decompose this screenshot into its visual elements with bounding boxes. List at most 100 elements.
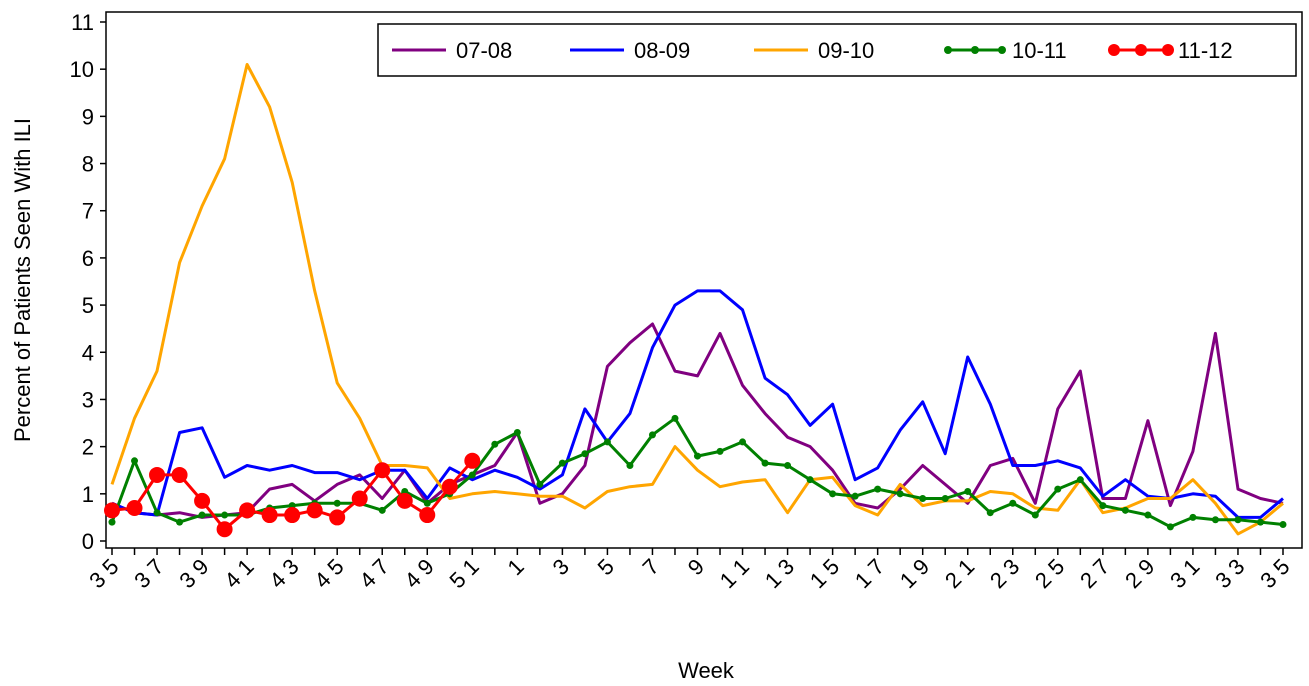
x-tick-label: 3 1 (1165, 554, 1204, 593)
x-tick-label: 3 5 (1255, 554, 1294, 593)
y-tick-label: 4 (82, 340, 94, 365)
series-10-11 (108, 414, 1287, 531)
data-point-11-12 (194, 492, 211, 509)
series-line-09-10 (110, 63, 1284, 536)
data-point-10-11 (941, 495, 949, 503)
data-point-10-11 (1189, 513, 1197, 521)
x-tick-label: 5 (593, 554, 619, 580)
x-tick-label: 1 9 (895, 554, 934, 593)
data-point-10-11 (1279, 520, 1287, 528)
data-point-10-11 (1121, 506, 1129, 514)
data-point-10-11 (671, 414, 679, 422)
y-tick-label: 9 (82, 104, 94, 129)
y-tick-label: 6 (82, 246, 94, 271)
data-point-10-11 (176, 518, 184, 526)
data-point-10-11 (806, 476, 814, 484)
data-point-11-12 (171, 466, 188, 483)
data-point-10-11 (581, 450, 589, 458)
series-line-08-09 (111, 289, 1284, 519)
x-tick-label: 9 (683, 554, 709, 580)
y-tick-label: 11 (71, 10, 94, 35)
legend-label: 11-12 (1178, 38, 1233, 63)
legend-marker (1162, 44, 1174, 56)
data-point-11-12 (419, 507, 436, 524)
data-point-10-11 (896, 490, 904, 498)
data-point-10-11 (739, 438, 747, 446)
x-tick-label: 4 7 (354, 554, 393, 593)
legend-marker (944, 46, 952, 54)
legend-entry-10-11: 10-11 (944, 38, 1067, 63)
y-tick-label: 1 (82, 482, 94, 507)
data-point-10-11 (468, 471, 476, 479)
y-tick-label: 5 (82, 293, 94, 318)
data-point-10-11 (1144, 511, 1152, 519)
x-tick-label: 3 7 (129, 554, 168, 593)
data-point-10-11 (694, 452, 701, 460)
legend-label: 09-10 (818, 38, 874, 63)
x-tick-label: 4 9 (399, 554, 438, 593)
data-point-10-11 (333, 499, 341, 507)
legend-label: 08-09 (634, 38, 690, 63)
series-08-09 (111, 289, 1284, 519)
y-tick-label: 7 (82, 199, 94, 224)
data-point-10-11 (1009, 499, 1017, 507)
x-tick-label: 1 5 (805, 554, 844, 593)
series-09-10 (110, 63, 1284, 536)
data-point-10-11 (198, 511, 206, 519)
x-tick-label: 4 1 (219, 554, 258, 593)
y-axis: 0 1 2 3 4 5 6 7 8 9 10 11 (70, 10, 106, 554)
x-tick-label: 3 9 (174, 554, 213, 593)
data-point-10-11 (851, 492, 859, 500)
x-tick-label: 1 3 (760, 554, 799, 593)
x-tick-label: 1 1 (715, 554, 754, 593)
data-point-10-11 (513, 428, 521, 436)
x-axis-label: Week (678, 658, 735, 683)
data-point-10-11 (1211, 516, 1219, 524)
y-tick-label: 2 (82, 435, 94, 460)
data-point-11-12 (329, 509, 346, 526)
data-point-10-11 (1054, 485, 1062, 493)
legend-marker (971, 46, 979, 54)
data-point-11-12 (464, 452, 481, 469)
x-tick-label: 4 3 (264, 554, 303, 593)
data-point-11-12 (216, 521, 233, 538)
data-point-10-11 (1099, 502, 1107, 510)
data-point-11-12 (306, 502, 323, 519)
x-tick-label: 5 1 (445, 554, 484, 593)
y-tick-label: 0 (82, 529, 94, 554)
y-axis-label: Percent of Patients Seen With ILI (10, 118, 35, 442)
data-point-10-11 (491, 440, 499, 448)
data-point-10-11 (964, 487, 972, 495)
data-point-10-11 (1031, 511, 1039, 519)
data-point-10-11 (1256, 518, 1264, 526)
data-point-10-11 (919, 495, 927, 503)
data-point-11-12 (261, 507, 278, 524)
series-11-12 (104, 452, 481, 538)
legend-entry-09-10: 09-10 (754, 38, 874, 63)
legend-label: 10-11 (1012, 38, 1067, 63)
y-tick-label: 10 (70, 57, 94, 82)
data-point-11-12 (396, 492, 413, 509)
legend: 07-08 08-09 09-10 10-11 11-12 (377, 23, 1297, 77)
x-tick-label: 3 3 (1210, 554, 1249, 593)
legend-entry-11-12: 11-12 (1108, 38, 1233, 63)
data-point-10-11 (378, 506, 386, 514)
data-point-10-11 (1166, 523, 1174, 531)
data-point-11-12 (149, 466, 166, 483)
legend-marker (998, 46, 1006, 54)
data-point-11-12 (441, 478, 458, 495)
series-07-08 (111, 322, 1284, 519)
legend-entry-07-08: 07-08 (392, 38, 512, 63)
x-tick-label: 7 (638, 554, 664, 580)
series-layer (104, 63, 1287, 538)
x-tick-label: 1 (503, 554, 529, 580)
data-point-10-11 (221, 511, 229, 519)
data-point-10-11 (716, 447, 724, 455)
data-point-10-11 (108, 518, 116, 526)
plot-frame (105, 11, 1303, 549)
y-tick-label: 3 (82, 387, 94, 412)
data-point-10-11 (536, 480, 544, 488)
data-point-10-11 (131, 457, 139, 465)
data-point-11-12 (126, 499, 143, 516)
